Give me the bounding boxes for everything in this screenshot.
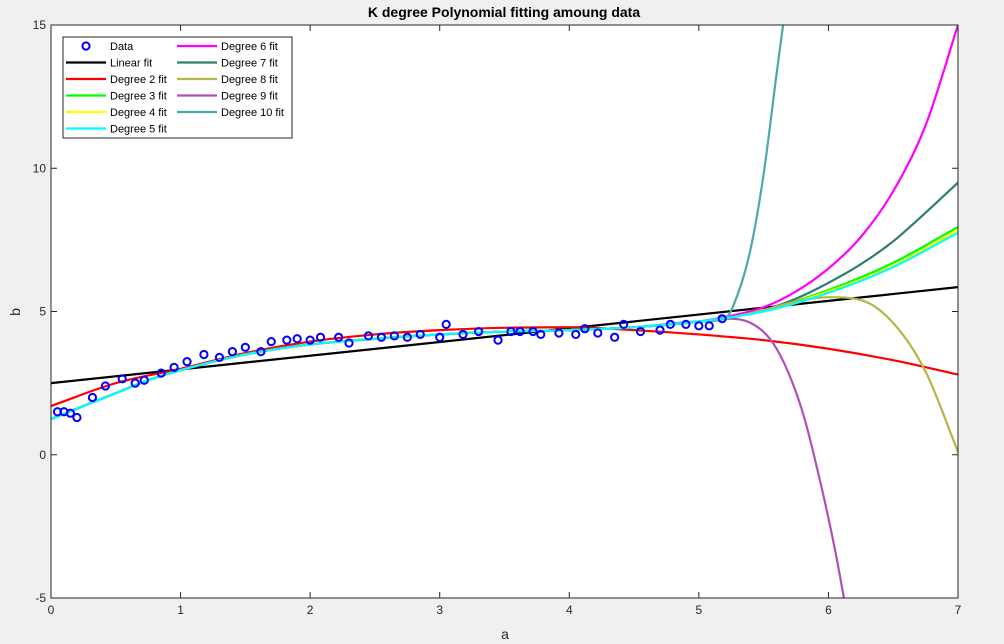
- data-point: [580, 324, 590, 334]
- data-point: [694, 321, 704, 331]
- data-point: [182, 357, 192, 367]
- x-tick-label: 5: [696, 603, 703, 617]
- data-point: [681, 319, 691, 329]
- data-point: [305, 335, 315, 345]
- x-tick-label: 1: [177, 603, 184, 617]
- legend-label: Degree 3 fit: [110, 91, 167, 103]
- data-point: [117, 374, 127, 384]
- data-point: [493, 335, 503, 345]
- data-point: [536, 329, 546, 340]
- x-tick-label: 2: [307, 603, 314, 617]
- data-point: [363, 331, 374, 341]
- data-point: [389, 331, 399, 341]
- data-point: [87, 392, 98, 403]
- data-point: [458, 329, 468, 340]
- legend-label: Degree 4 fit: [110, 107, 167, 119]
- legend-label: Degree 6 fit: [221, 41, 278, 53]
- legend-label: Data: [110, 41, 134, 53]
- legend-label: Degree 8 fit: [221, 74, 278, 86]
- data-point: [571, 329, 581, 340]
- x-tick-label: 4: [566, 603, 573, 617]
- y-tick-label: -5: [35, 591, 46, 605]
- data-point: [214, 352, 225, 362]
- data-point: [441, 319, 451, 329]
- data-point: [704, 321, 714, 331]
- y-tick-label: 0: [39, 448, 46, 462]
- data-point: [169, 362, 179, 372]
- data-point: [610, 332, 620, 342]
- legend-marker-data: [81, 41, 91, 51]
- x-tick-label: 0: [48, 603, 55, 617]
- data-point: [435, 332, 445, 342]
- data-point: [554, 328, 564, 338]
- data-point: [72, 412, 82, 423]
- data-point: [717, 314, 727, 324]
- data-point: [266, 336, 276, 347]
- data-point: [665, 319, 675, 329]
- legend-label: Degree 7 fit: [221, 58, 278, 70]
- data-point: [65, 408, 76, 418]
- data-point: [256, 347, 266, 357]
- data-point: [415, 329, 425, 340]
- legend-box: [62, 36, 293, 139]
- y-tick-label: 15: [33, 18, 47, 32]
- legend-label: Degree 5 fit: [110, 124, 167, 136]
- series-line-degree-5-fit: [51, 231, 958, 421]
- y-tick-label: 5: [39, 305, 46, 319]
- data-point: [100, 381, 111, 391]
- data-point: [619, 319, 629, 329]
- series-line-linear-fit: [51, 286, 958, 385]
- data-point: [240, 342, 250, 352]
- legend: Data Linear fit Degree 2 fit Degree 3 fit De…: [62, 36, 293, 139]
- legend-label: Degree 2 fit: [110, 74, 167, 86]
- data-point: [282, 335, 292, 345]
- data-points: [52, 314, 727, 423]
- data-point: [139, 375, 149, 385]
- x-tick-label: 6: [825, 603, 832, 617]
- data-point: [473, 326, 484, 337]
- data-point: [156, 368, 166, 378]
- data-point: [506, 326, 516, 337]
- x-tick-label: 7: [955, 603, 962, 617]
- data-point: [130, 378, 140, 388]
- data-point: [376, 332, 387, 342]
- data-point: [199, 349, 209, 360]
- data-point: [593, 328, 603, 338]
- x-axis-label: a: [501, 626, 509, 642]
- data-point: [227, 347, 237, 357]
- data-point: [315, 332, 326, 342]
- legend-label: Linear fit: [110, 58, 152, 70]
- y-axis-label: b: [7, 308, 23, 316]
- data-point: [635, 326, 646, 337]
- legend-label: Degree 9 fit: [221, 91, 278, 103]
- data-point: [515, 326, 525, 337]
- plot-frame: [50, 24, 959, 599]
- data-point: [402, 332, 412, 342]
- data-point: [528, 326, 538, 337]
- chart-title: K degree Polynomial fitting amoung data: [368, 4, 640, 20]
- data-point: [292, 334, 302, 344]
- data-point: [344, 338, 354, 348]
- data-point: [655, 325, 665, 335]
- y-tick-label: 10: [33, 161, 47, 175]
- legend-label: Degree 10 fit: [221, 107, 284, 119]
- data-point: [334, 332, 344, 342]
- x-tick-label: 3: [436, 603, 443, 617]
